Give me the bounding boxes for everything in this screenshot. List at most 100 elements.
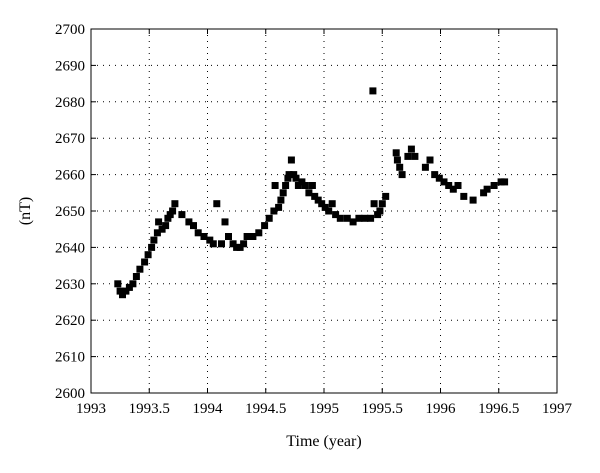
x-tick-label: 1994.5 — [245, 401, 286, 417]
y-axis-title: (nT) — [17, 197, 34, 225]
data-point — [132, 273, 140, 280]
y-tick-label: 2660 — [55, 168, 85, 184]
data-point — [369, 87, 377, 95]
data-point — [265, 214, 273, 222]
data-point — [249, 233, 257, 240]
y-tick-label: 2670 — [55, 131, 85, 147]
data-point — [376, 207, 384, 215]
y-tick-label: 2690 — [55, 58, 85, 74]
data-point — [185, 218, 193, 226]
data-point — [225, 233, 232, 240]
data-point — [396, 163, 404, 171]
data-point — [162, 222, 170, 230]
data-point — [292, 174, 300, 182]
x-tick-label: 1994 — [193, 401, 224, 417]
data-point — [285, 171, 293, 179]
x-tick-label: 1993 — [76, 401, 106, 417]
x-tick-label: 1996 — [426, 401, 457, 417]
data-point — [332, 211, 340, 219]
data-point — [282, 182, 290, 189]
data-point — [261, 222, 269, 230]
data-point — [449, 185, 457, 193]
y-tick-labels: 2600 2610 2620 2630 2640 2650 2660 2670 2680 2690… — [55, 22, 85, 402]
data-point — [136, 265, 144, 273]
data-point — [501, 178, 509, 186]
data-point — [343, 214, 351, 222]
data-point — [240, 240, 248, 248]
data-point — [349, 218, 357, 226]
data-point — [279, 189, 287, 197]
x-tick-label: 1995 — [309, 401, 339, 417]
data-point — [270, 207, 278, 215]
data-point — [144, 251, 152, 259]
y-tick-label: 2600 — [55, 386, 85, 402]
x-tick-label: 1996.5 — [478, 401, 519, 417]
data-point — [194, 229, 202, 237]
data-point — [355, 214, 363, 222]
data-point — [141, 258, 149, 266]
y-tick-label: 2640 — [55, 240, 85, 256]
data-point — [328, 200, 336, 208]
data-point — [407, 145, 415, 153]
data-point — [178, 211, 186, 219]
grid — [91, 29, 557, 393]
data-point — [287, 156, 295, 164]
y-tick-label: 2700 — [55, 22, 85, 38]
data-point — [370, 200, 378, 208]
data-point — [275, 203, 283, 211]
data-point — [454, 182, 462, 189]
y-tick-label: 2620 — [55, 313, 85, 329]
data-point — [114, 280, 122, 288]
x-tick-label: 1995.5 — [362, 401, 403, 417]
data-point — [305, 189, 313, 197]
axis-ticks — [90, 28, 558, 394]
data-point — [431, 171, 439, 179]
data-point — [318, 200, 326, 208]
data-point — [229, 240, 237, 248]
data-point — [382, 192, 390, 200]
data-point — [129, 280, 137, 288]
data-point — [460, 192, 468, 200]
data-point — [311, 192, 319, 200]
data-point — [404, 152, 412, 160]
y-tick-label: 2610 — [55, 350, 85, 366]
data-point — [411, 152, 419, 160]
x-tick-label: 1993.5 — [129, 401, 170, 417]
data-point — [271, 182, 279, 189]
data-point — [290, 171, 298, 179]
data-point — [294, 182, 302, 189]
x-tick-label: 1997 — [542, 401, 573, 417]
data-point — [158, 225, 166, 233]
data-point — [421, 163, 429, 171]
data-point — [200, 233, 208, 240]
y-tick-label: 2630 — [55, 277, 85, 293]
data-point — [125, 283, 133, 291]
data-point — [393, 156, 401, 164]
data-point — [374, 211, 382, 219]
data-point — [209, 240, 217, 248]
data-point — [190, 222, 197, 230]
data-point — [392, 149, 400, 157]
data-points — [114, 87, 509, 299]
data-point — [301, 182, 309, 189]
data-point — [483, 185, 491, 193]
data-point — [148, 243, 156, 251]
data-point — [325, 207, 333, 215]
data-point — [218, 240, 225, 248]
data-point — [445, 182, 453, 189]
data-point — [243, 233, 251, 240]
data-point — [398, 171, 406, 179]
data-point — [116, 287, 124, 295]
data-point — [490, 182, 498, 189]
data-point — [221, 218, 229, 226]
data-point — [169, 207, 177, 215]
data-point — [119, 291, 126, 299]
data-point — [153, 229, 161, 237]
data-point — [298, 178, 306, 186]
data-point — [367, 214, 375, 222]
data-point — [206, 236, 214, 244]
x-tick-labels: 1993 1993.5 1994 1994.5 1995 1995.5 1996 1996.5… — [76, 401, 573, 417]
data-point — [378, 200, 386, 208]
y-tick-label: 2680 — [55, 95, 85, 111]
